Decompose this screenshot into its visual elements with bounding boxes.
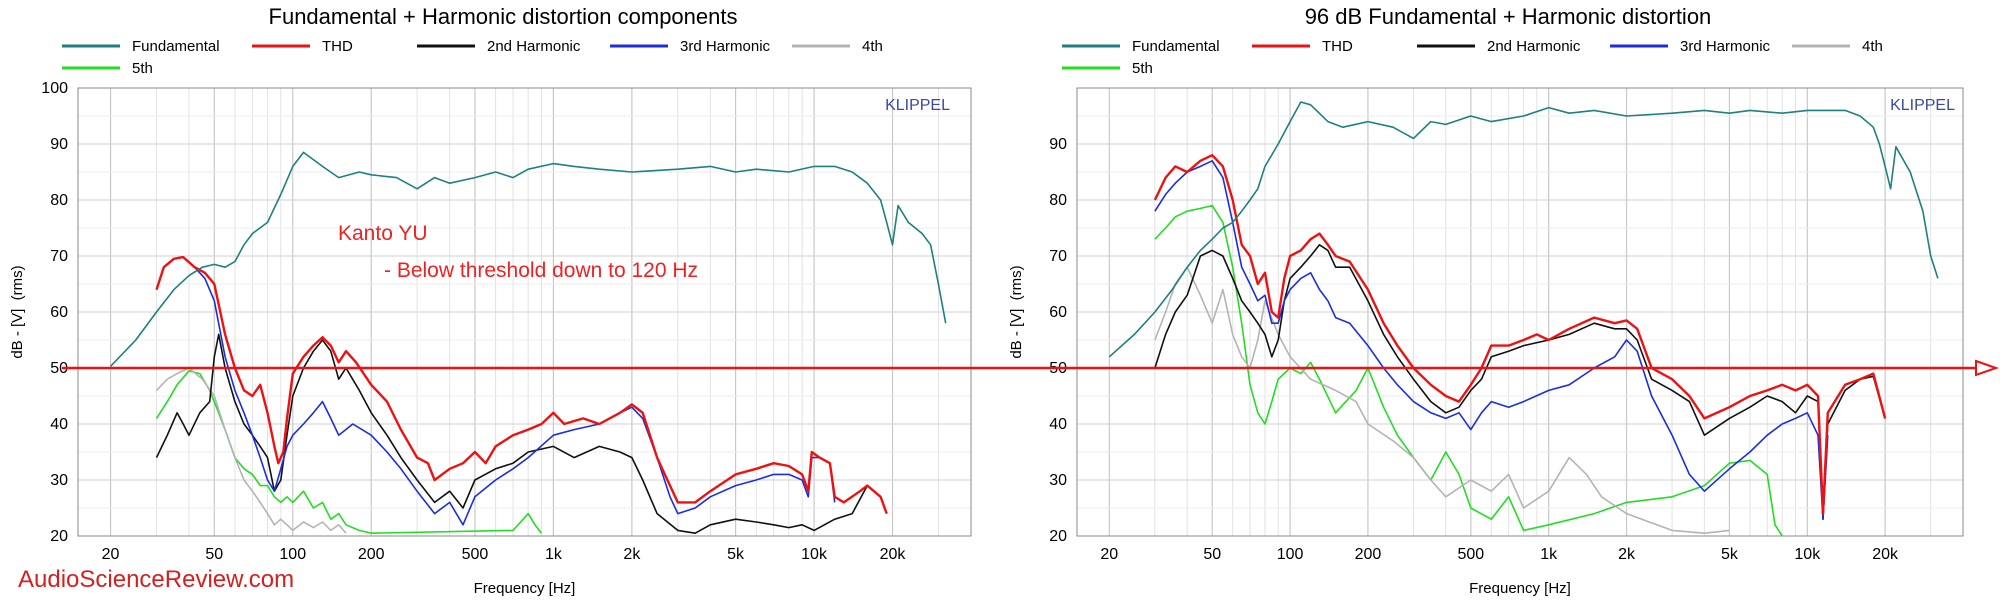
watermark: AudioScienceReview.com [18,566,295,593]
chart-left: Fundamental + Harmonic distortion compon… [9,4,972,597]
threshold-arrow-head [1975,359,2000,377]
x-axis-label: Frequency [Hz] [1469,580,1571,597]
x-tick-label: 5k [1721,546,1739,563]
plot-frame [77,87,972,537]
x-tick-label: 50 [1203,546,1221,563]
series-line-3rd-harmonic [1154,160,1829,521]
x-tick-label: 5k [727,546,745,563]
y-tick-label: 20 [50,528,68,545]
chart-right: 96 dB Fundamental + Harmonic distortion F… [1008,4,1964,597]
chart-title-right: 96 dB Fundamental + Harmonic distortion [1305,4,1712,29]
y-tick-label: 30 [50,472,68,489]
y-axis-label: dB - [V] (rms) [1008,265,1025,358]
y-tick-label: 80 [50,192,68,209]
y-tick-label: 70 [50,248,68,265]
x-axis-label: Frequency [Hz] [474,580,576,597]
series-line-thd [1153,153,1887,515]
y-tick-label: 80 [1049,192,1067,209]
x-tick-label: 50 [205,546,223,563]
y-tick-label: 100 [41,80,68,97]
legend-label-4th: 4th [1862,38,1883,55]
series-line-2nd-harmonic [155,333,888,535]
chart-title-left: Fundamental + Harmonic distortion compon… [269,4,738,29]
x-tick-label: 500 [462,546,489,563]
series-line-thd [155,255,888,515]
x-tick-label: 1k [545,546,563,563]
legend-label-5th: 5th [132,60,153,77]
legend-label-3rd-harmonic: 3rd Harmonic [1680,38,1771,55]
x-tick-label: 2k [623,546,641,563]
legend-label-5th: 5th [1132,60,1153,77]
x-tick-label: 2k [1618,546,1636,563]
y-tick-label: 90 [1049,136,1067,153]
series-line-3rd-harmonic [155,256,836,526]
legend-label-2nd-harmonic: 2nd Harmonic [1487,38,1581,55]
klippel-badge: KLIPPEL [1890,97,1955,114]
series-line-fundamental [110,151,947,367]
x-tick-label: 1k [1540,546,1558,563]
x-tick-label: 100 [279,546,306,563]
x-tick-label: 20 [102,546,120,563]
x-tick-label: 200 [1355,546,1382,563]
legend-label-2nd-harmonic: 2nd Harmonic [487,38,581,55]
x-tick-label: 500 [1457,546,1484,563]
legend-label-thd: THD [322,38,353,55]
legend-label-3rd-harmonic: 3rd Harmonic [680,38,771,55]
y-tick-label: 40 [1049,416,1067,433]
y-tick-label: 60 [50,304,68,321]
x-tick-label: 100 [1277,546,1304,563]
x-tick-label: 20k [880,546,907,563]
klippel-badge: KLIPPEL [885,97,950,114]
series-line-fundamental [1108,101,1939,358]
y-axis-label: dB - [V] (rms) [9,265,26,358]
y-tick-label: 30 [1049,472,1067,489]
series-line-2nd-harmonic [1154,244,1886,521]
y-tick-label: 60 [1049,304,1067,321]
x-tick-label: 10k [801,546,828,563]
legend-label-fundamental: Fundamental [132,38,220,55]
x-tick-label: 200 [358,546,385,563]
x-tick-label: 10k [1794,546,1821,563]
series-line-4th [1154,266,1730,535]
x-tick-label: 20k [1872,546,1899,563]
annotation-1: Kanto YU [338,222,428,245]
series-line-4th [155,367,347,534]
legend-label-thd: THD [1322,38,1353,55]
legend-label-fundamental: Fundamental [1132,38,1220,55]
x-tick-label: 20 [1100,546,1118,563]
plot-frame [1076,87,1964,537]
y-tick-label: 90 [50,136,68,153]
y-tick-label: 50 [50,360,68,377]
overlay [62,359,2000,377]
y-tick-label: 70 [1049,248,1067,265]
y-tick-label: 40 [50,416,68,433]
annotation-2: - Below threshold down to 120 Hz [384,259,698,282]
legend-label-4th: 4th [862,38,883,55]
y-tick-label: 20 [1049,528,1067,545]
